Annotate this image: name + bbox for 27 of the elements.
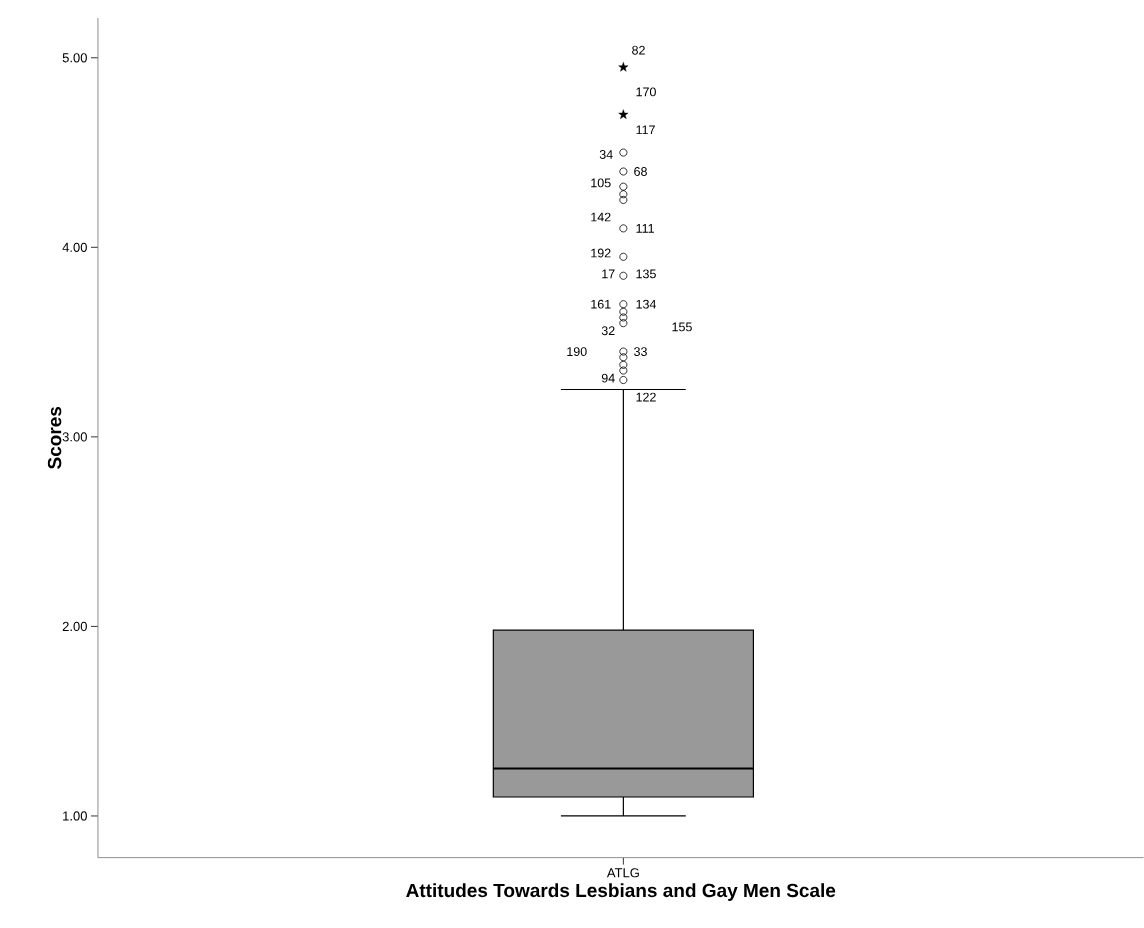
annotation: 190	[567, 347, 587, 357]
annotation: 134	[636, 299, 657, 309]
y-axis-title: Scores	[47, 407, 62, 470]
annotation: 192	[591, 248, 611, 258]
y-tick-label: 5.00	[62, 53, 87, 63]
y-tick-label: 3.00	[62, 432, 87, 442]
x-axis-title: Attitudes Towards Lesbians and Gay Men Scale	[406, 883, 836, 902]
annotation: 17	[602, 269, 615, 279]
annotation: 94	[601, 373, 615, 383]
annotation: 161	[591, 299, 611, 309]
x-tick-label: ATLG	[606, 868, 639, 878]
annotation: 32	[601, 326, 615, 336]
annotation: 33	[634, 347, 647, 357]
annotation: 142	[591, 212, 611, 222]
annotation: 155	[672, 322, 692, 332]
y-tick-label: 2.00	[62, 622, 87, 632]
annotation: 170	[636, 87, 656, 97]
annotation: 117	[636, 125, 655, 135]
annotation: 111	[636, 224, 654, 233]
annotation: 135	[636, 269, 656, 279]
y-tick-label: 1.00	[63, 811, 87, 821]
y-tick-label: 4.00	[62, 242, 87, 253]
annotation: 122	[636, 392, 656, 402]
annotation: 34	[599, 150, 613, 160]
annotation: 68	[634, 167, 647, 177]
annotation: 105	[591, 178, 611, 188]
annotation: 82	[632, 45, 645, 55]
